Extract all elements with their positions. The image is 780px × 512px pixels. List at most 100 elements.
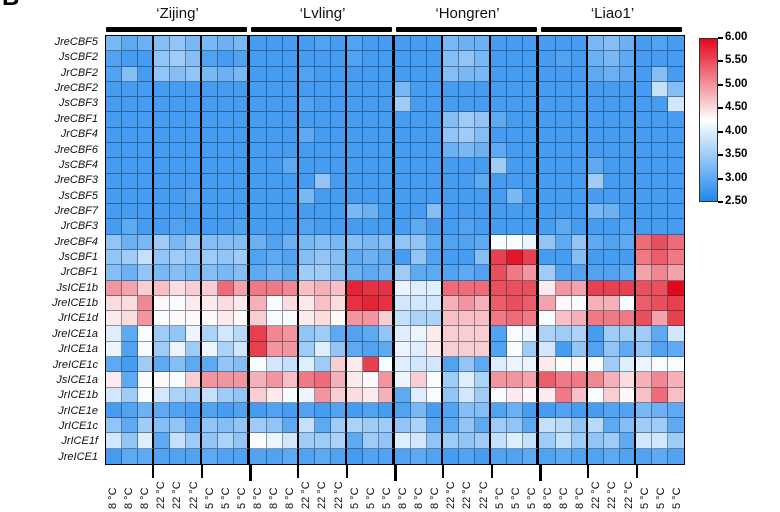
heatmap-cell [234, 127, 251, 143]
heatmap-cell [314, 326, 331, 342]
colorbar-tick-label: 4.50 [725, 101, 748, 114]
heatmap-cell [218, 265, 235, 281]
heatmap-cell [619, 326, 636, 342]
heatmap-cell [667, 204, 684, 220]
heatmap-cell [378, 173, 395, 189]
row-label-jscbf5: JsCBF5 [58, 189, 98, 202]
heatmap-cell [106, 127, 123, 143]
heatmap-cell [555, 97, 572, 113]
heatmap-cell [603, 265, 620, 281]
heatmap-cell [346, 418, 363, 434]
heatmap-cell [282, 448, 299, 464]
heatmap-cell [202, 158, 219, 174]
heatmap-cell [282, 66, 299, 82]
heatmap-cell [170, 356, 187, 373]
heatmap-cell [459, 341, 476, 357]
heatmap-cell [651, 219, 668, 235]
heatmap-cell [491, 326, 508, 342]
heatmap-cell [475, 234, 492, 250]
heatmap-cell [523, 295, 540, 312]
heatmap-cell [186, 356, 203, 373]
heatmap-cell [202, 188, 219, 205]
heatmap-cell [539, 51, 556, 67]
heatmap-cell [539, 234, 556, 250]
heatmap-cell [330, 448, 347, 464]
heatmap-cell [202, 356, 219, 373]
heatmap-cell [266, 81, 283, 98]
heatmap-cell [587, 341, 604, 357]
heatmap-cell [635, 173, 652, 189]
heatmap-cell [394, 418, 412, 434]
row-label-jrcbf3: JrCBF3 [60, 220, 98, 233]
heatmap-cell [122, 173, 139, 189]
heatmap-cell [651, 311, 668, 327]
heatmap-cell [394, 372, 412, 388]
row-label-jrice1d: JrICE1d [58, 312, 98, 325]
heatmap-cell [459, 127, 476, 143]
heatmap-cell [282, 418, 299, 434]
heatmap-cell [443, 66, 460, 82]
heatmap-cell [619, 127, 636, 143]
heatmap-cell [186, 142, 203, 159]
heatmap-cell [346, 158, 363, 174]
heatmap-cell [378, 36, 395, 52]
heatmap-cell [667, 402, 684, 419]
heatmap-cell [394, 204, 412, 220]
heatmap-cell [491, 66, 508, 82]
heatmap-cell [427, 341, 444, 357]
heatmap-cell [378, 66, 395, 82]
heatmap-cell [314, 127, 331, 143]
heatmap-cell [330, 173, 347, 189]
heatmap-cell [459, 158, 476, 174]
heatmap-cell [170, 311, 187, 327]
heatmap-cell [314, 341, 331, 357]
heatmap-cell [491, 204, 508, 220]
heatmap-cell [378, 326, 395, 342]
heatmap-cell [298, 234, 315, 250]
heatmap-cell [266, 142, 283, 159]
heatmap-cell [411, 66, 428, 82]
heatmap-cell [378, 142, 395, 159]
heatmap-cell [587, 433, 604, 449]
heatmap-cell [523, 387, 540, 403]
heatmap-cell [555, 173, 572, 189]
heatmap-cell [651, 112, 668, 128]
heatmap-cell [427, 372, 444, 388]
heatmap-cell [571, 249, 588, 266]
heatmap-cell [619, 142, 636, 159]
heatmap-cell [362, 97, 379, 113]
heatmap-cell [491, 81, 508, 98]
heatmap-cell [443, 112, 460, 128]
heatmap-cell [651, 448, 668, 464]
heatmap-cell [394, 188, 412, 205]
heatmap-cell [346, 280, 363, 296]
heatmap-cell [202, 142, 219, 159]
heatmap-cell [523, 418, 540, 434]
heatmap-cell [651, 295, 668, 312]
heatmap-cell [250, 112, 267, 128]
heatmap-cell [298, 173, 315, 189]
heatmap-cell [186, 188, 203, 205]
heatmap-cell [523, 311, 540, 327]
heatmap-cell [651, 158, 668, 174]
heatmap-cell [491, 219, 508, 235]
heatmap-cell [154, 66, 171, 82]
heatmap-cell [154, 112, 171, 128]
heatmap-cell [378, 219, 395, 235]
heatmap-cell [330, 66, 347, 82]
col-label-temperature: 8 °C [268, 487, 281, 509]
heatmap-cell [539, 249, 556, 266]
heatmap-cell [475, 356, 492, 373]
heatmap-cell [475, 112, 492, 128]
row-label-jreice1a: JreICE1a [52, 327, 98, 340]
heatmap-cell [411, 249, 428, 266]
heatmap-cell [106, 234, 123, 250]
heatmap-cell [411, 36, 428, 52]
heatmap-cell [330, 433, 347, 449]
heatmap-cell [298, 97, 315, 113]
heatmap-cell [218, 97, 235, 113]
heatmap-cell [555, 341, 572, 357]
heatmap-cell [186, 265, 203, 281]
heatmap-cell [378, 280, 395, 296]
